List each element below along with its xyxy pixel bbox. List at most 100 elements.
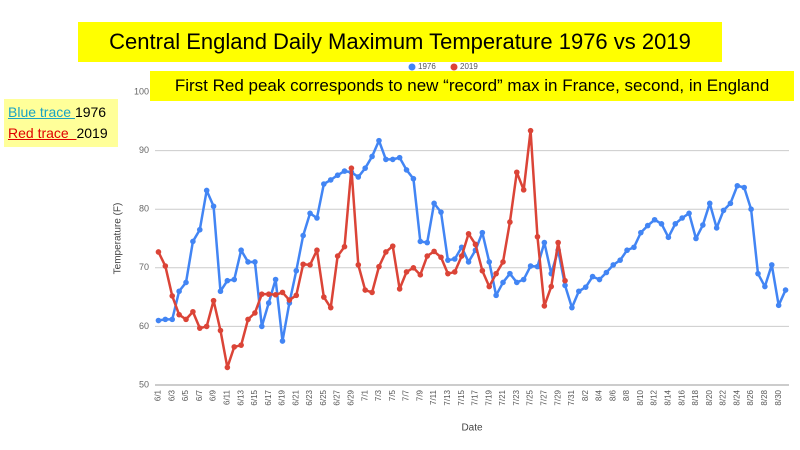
data-point	[245, 259, 251, 265]
data-point	[265, 300, 272, 306]
data-point	[265, 291, 272, 297]
data-point	[500, 279, 506, 286]
x-tick-label: 6/7	[195, 389, 204, 401]
y-axis-label: Temperature (F)	[113, 203, 124, 275]
data-point	[383, 249, 389, 255]
y-tick-label: 70	[139, 262, 149, 272]
data-point	[334, 172, 341, 179]
data-point	[658, 221, 665, 227]
annotation-box: First Red peak corresponds to new “recor…	[150, 71, 794, 101]
x-tick-label: 8/10	[636, 389, 645, 405]
data-point	[334, 253, 341, 259]
data-point	[486, 259, 493, 265]
data-point	[162, 316, 169, 323]
x-tick-label: 7/17	[471, 389, 480, 405]
data-point	[541, 303, 548, 309]
data-point	[513, 169, 520, 176]
data-point	[355, 262, 362, 268]
data-point	[603, 269, 610, 276]
x-tick-label: 8/18	[691, 389, 700, 405]
data-point	[727, 200, 734, 207]
data-point	[355, 174, 362, 180]
x-tick-label: 6/3	[167, 389, 176, 401]
data-point	[169, 293, 176, 299]
x-tick-label: 8/28	[760, 389, 769, 405]
data-point	[307, 262, 313, 268]
data-point	[734, 182, 741, 189]
x-tick-label: 8/14	[664, 389, 673, 405]
data-point	[527, 263, 534, 269]
data-point	[217, 327, 224, 334]
data-point	[706, 200, 713, 207]
legend-marker	[450, 63, 458, 71]
data-point	[369, 153, 375, 160]
data-point	[720, 207, 727, 214]
data-point	[700, 222, 706, 228]
data-point	[693, 235, 699, 242]
data-point	[196, 325, 203, 331]
data-point	[451, 269, 458, 275]
x-tick-label: 8/8	[622, 389, 631, 401]
data-point	[314, 215, 320, 221]
x-tick-label: 8/26	[746, 389, 755, 405]
data-point	[203, 323, 210, 330]
x-tick-label: 7/21	[498, 389, 507, 405]
data-point	[748, 206, 754, 212]
x-tick-label: 8/24	[732, 389, 741, 405]
data-point	[541, 239, 548, 246]
data-point	[403, 269, 410, 275]
data-point	[596, 276, 603, 283]
data-point	[196, 226, 203, 233]
data-point	[231, 276, 238, 283]
data-point	[376, 263, 382, 270]
data-point	[259, 323, 265, 330]
data-point	[279, 289, 286, 296]
x-tick-label: 6/19	[278, 389, 287, 405]
data-point	[445, 270, 451, 277]
data-point	[293, 292, 300, 299]
data-point	[638, 229, 644, 236]
data-point	[507, 219, 513, 225]
data-point	[520, 276, 527, 283]
data-point	[231, 344, 238, 350]
x-tick-label: 7/3	[374, 389, 383, 401]
x-tick-label: 7/7	[402, 389, 411, 401]
data-point	[321, 181, 327, 187]
data-point	[417, 238, 424, 245]
data-point	[272, 276, 279, 283]
annotation: First Red peak corresponds to new “recor…	[174, 76, 770, 95]
data-point	[651, 216, 658, 223]
key-line: Red trace 2019	[8, 123, 114, 144]
data-point	[396, 286, 403, 292]
key-line: Blue trace 1976	[8, 102, 114, 123]
data-point	[493, 270, 499, 277]
x-tick-label: 8/20	[705, 389, 714, 405]
x-tick-label: 7/19	[484, 389, 493, 405]
data-point	[321, 294, 327, 300]
key-label: Blue trace	[8, 104, 75, 120]
x-tick-label: 6/1	[154, 389, 163, 401]
data-point	[389, 243, 396, 249]
x-tick-label: 7/11	[429, 389, 438, 405]
data-point	[431, 200, 437, 207]
data-point	[383, 156, 389, 163]
data-point	[403, 167, 410, 173]
x-tick-label: 7/15	[457, 389, 466, 405]
chart-title: Central England Daily Maximum Temperatur…	[109, 29, 691, 54]
data-point	[259, 291, 265, 297]
x-tick-label: 6/29	[347, 389, 356, 405]
data-point	[410, 265, 417, 271]
data-point	[424, 239, 431, 246]
data-point	[183, 316, 189, 323]
data-point	[679, 215, 685, 221]
x-tick-label: 6/23	[305, 389, 314, 405]
data-point	[300, 232, 306, 239]
data-point	[451, 256, 458, 262]
x-tick-label: 8/12	[650, 389, 659, 405]
data-point	[672, 221, 679, 227]
data-point	[465, 231, 472, 237]
data-point	[562, 282, 568, 289]
data-point	[665, 234, 672, 241]
data-point	[327, 304, 334, 311]
x-tick-label: 8/22	[719, 389, 728, 405]
